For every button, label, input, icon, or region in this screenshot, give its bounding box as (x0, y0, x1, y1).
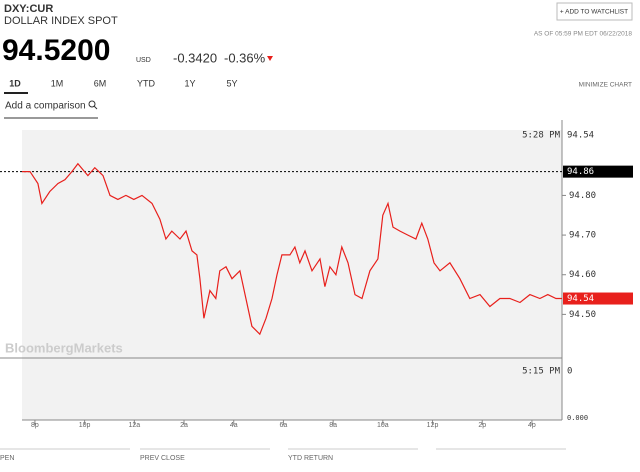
ticker: DXY:CUR (4, 3, 53, 15)
y-tick-label: 94.60 (569, 270, 596, 280)
price-line (22, 162, 562, 336)
watchlist-button[interactable] (556, 2, 633, 21)
footer-label: PREV CLOSE (140, 455, 185, 462)
tab[interactable]: 1D (9, 78, 21, 88)
down-arrow (267, 56, 273, 61)
footer-label: YTD RETURN (288, 455, 333, 462)
x-tick-label: 12p (427, 422, 439, 429)
change: -0.3420 (173, 50, 217, 65)
tab[interactable]: 1M (51, 78, 64, 88)
plot (0, 162, 633, 425)
prev-close-box (563, 165, 633, 178)
volume-time: 5:15 PM (522, 367, 561, 377)
hover-value: 94.54 (567, 131, 594, 141)
volume-axis-label: 0.000 (567, 414, 588, 422)
x-tick-label: 2p (478, 422, 486, 429)
search-icon (93, 105, 98, 110)
volume-value: 0 (567, 367, 572, 377)
tab[interactable]: 6M (94, 78, 107, 88)
x-tick-label: 4a (230, 422, 238, 429)
search-icon (88, 100, 96, 108)
x-tick-label: 10p (79, 422, 91, 429)
tab[interactable]: YTD (137, 78, 156, 88)
currency: USD (136, 57, 151, 64)
tab[interactable]: 5Y (226, 78, 237, 88)
footer-label: PEN (0, 455, 14, 462)
watermark: BloombergMarkets (5, 340, 123, 355)
x-tick-label: 8p (31, 422, 39, 429)
price: 94.5200 (2, 34, 110, 67)
prev-close-label: 94.86 (567, 167, 594, 177)
x-tick-label: 6a (280, 422, 288, 429)
x-tick-label: 2a (180, 422, 188, 429)
tab[interactable]: 1Y (184, 78, 195, 88)
comparison-input[interactable]: Add a comparison (5, 101, 86, 112)
change-pct: -0.36% (224, 50, 266, 65)
last-price-label: 94.54 (567, 294, 594, 304)
watchlist-label: + ADD TO WATCHLIST (560, 9, 628, 16)
x-tick-label: 8a (329, 422, 337, 429)
as-of: AS OF 05:59 PM EDT 06/22/2018 (534, 31, 633, 38)
last-price-box (563, 292, 633, 305)
instrument-name: DOLLAR INDEX SPOT (4, 15, 118, 27)
plot-area (22, 130, 562, 420)
x-tick-label: 12a (128, 422, 140, 429)
y-tick-label: 94.70 (569, 231, 596, 241)
x-tick-label: 10a (377, 422, 389, 429)
y-tick-label: 94.50 (569, 310, 596, 320)
x-tick-label: 4p (528, 422, 536, 429)
hover-time: 5:28 PM (522, 131, 561, 141)
minimize-chart[interactable]: MINIMIZE CHART (579, 82, 632, 89)
y-tick-label: 94.80 (569, 191, 596, 201)
